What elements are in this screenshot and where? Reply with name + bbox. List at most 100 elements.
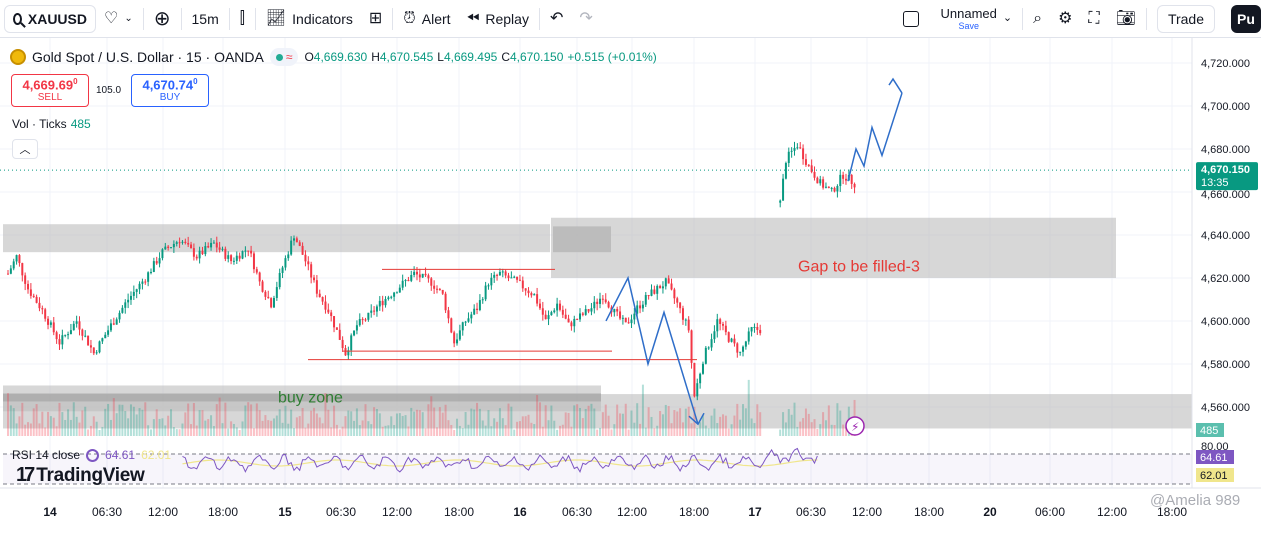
volume-bar	[819, 424, 822, 436]
candle-body	[587, 309, 590, 312]
volume-bar	[267, 420, 270, 436]
candle-body	[616, 309, 619, 312]
buy-button[interactable]: 4,670.740 BUY	[131, 74, 209, 107]
volume-bar	[7, 393, 9, 436]
close-value: 4,670.150	[510, 50, 564, 64]
candle-body	[827, 186, 830, 188]
sell-button[interactable]: 4,669.690 SELL	[11, 74, 89, 107]
candle-body	[395, 292, 398, 294]
up-projection-arrow	[847, 92, 903, 182]
chart-type-button[interactable]: ⫿	[232, 0, 253, 38]
volume-bar	[587, 405, 590, 436]
candle-body	[198, 250, 201, 259]
time-tick-label: 12:00	[382, 505, 412, 519]
volume-bar	[355, 408, 358, 436]
volume-bar	[78, 422, 81, 436]
candle-body	[701, 363, 704, 374]
candle-body	[207, 246, 210, 248]
trade-button[interactable]: Trade	[1156, 4, 1215, 33]
candle-body	[390, 296, 393, 298]
collapse-legend-button[interactable]: ︿	[12, 139, 38, 159]
candle-body	[158, 258, 161, 264]
candle-body	[52, 322, 55, 333]
market-status-pill[interactable]: ≈	[269, 48, 299, 66]
volume-bar	[27, 422, 30, 436]
volume-bar	[784, 422, 787, 436]
candle-body	[567, 318, 570, 323]
candle-body	[375, 306, 378, 312]
volume-bar	[115, 413, 118, 436]
volume-bar	[87, 429, 90, 436]
high-value: 4,670.545	[379, 50, 434, 64]
volume-bar	[619, 413, 622, 436]
volume-bar	[541, 426, 544, 436]
rsi-ma-line	[182, 459, 818, 467]
volume-bar	[109, 419, 112, 436]
candle-body	[81, 329, 84, 336]
volume-bar	[347, 410, 350, 436]
candle-body	[687, 319, 690, 331]
settings-button[interactable]: ⚙	[1050, 0, 1080, 38]
volume-bar	[367, 421, 370, 436]
volume-bar	[370, 424, 373, 436]
publish-button[interactable]: Pu	[1231, 4, 1261, 33]
candle-body	[493, 274, 496, 278]
volume-bar	[656, 425, 659, 436]
candle-body	[436, 288, 438, 290]
candle-body	[69, 330, 72, 335]
volume-bar	[450, 424, 453, 436]
volume-legend[interactable]: Vol · Ticks 485	[12, 117, 91, 131]
volume-bar	[338, 429, 341, 436]
volume-bar	[144, 402, 147, 436]
redo-button[interactable]: ↷	[571, 0, 600, 38]
candle-body	[144, 281, 147, 283]
volume-bar	[172, 427, 175, 436]
undo-button[interactable]: ↶	[542, 0, 571, 38]
candle-body	[733, 338, 736, 344]
candle-body	[690, 330, 693, 363]
fullscreen-button[interactable]: ⛶	[1080, 0, 1107, 38]
candle-body	[95, 352, 98, 354]
quick-search-button[interactable]: ⌕	[1025, 0, 1050, 38]
layout-toggle[interactable]	[895, 0, 927, 38]
symbol-title[interactable]: Gold Spot / U.S. Dollar · 15 · OANDA	[32, 49, 264, 65]
compare-button[interactable]: ♡ ⌄	[96, 0, 141, 38]
volume-bar	[513, 429, 516, 436]
candle-body	[510, 277, 513, 279]
volume-bar	[581, 418, 584, 436]
tradingview-logo[interactable]: 17 TradingView	[16, 464, 145, 487]
candle-body	[415, 271, 418, 275]
volume-bar	[730, 424, 733, 436]
replay-button[interactable]: ⏪︎ Replay	[459, 0, 537, 38]
gap-zone-label: Gap to be filled-3	[798, 259, 920, 276]
candle-body	[135, 289, 138, 292]
volume-bar	[192, 402, 195, 436]
volume-bar	[52, 417, 55, 436]
rsi-tag-label: 64.61	[1200, 452, 1228, 464]
candle-body	[250, 250, 253, 254]
volume-bar	[270, 420, 273, 436]
volume-bar	[561, 424, 564, 436]
volume-bar	[330, 427, 333, 436]
volume-bar	[722, 414, 724, 436]
indicators-button[interactable]: 📈︎ Indicators	[258, 0, 361, 38]
add-symbol-button[interactable]: ⊕	[146, 0, 179, 38]
interval-button[interactable]: 15m	[184, 0, 227, 38]
candle-body	[275, 287, 278, 298]
candle-body	[55, 332, 58, 340]
volume-bar	[141, 409, 144, 436]
snapshot-button[interactable]: 📷︎	[1108, 0, 1144, 38]
volume-bar	[415, 409, 418, 436]
candle-body	[604, 299, 607, 303]
alert-button[interactable]: ⏰︎ Alert	[395, 0, 458, 38]
candle-body	[753, 326, 756, 328]
volume-bar	[690, 423, 693, 436]
rsi-legend[interactable]: RSI 14 close 64.61 62.01	[12, 448, 171, 462]
volume-bar	[544, 405, 547, 436]
layout-name-button[interactable]: Unnamed Save ⌄	[927, 0, 1021, 38]
templates-button[interactable]: ⊞	[361, 0, 390, 38]
symbol-search[interactable]: XAUUSD	[4, 4, 96, 33]
volume-bar	[699, 422, 702, 436]
volume-bar	[344, 416, 347, 436]
